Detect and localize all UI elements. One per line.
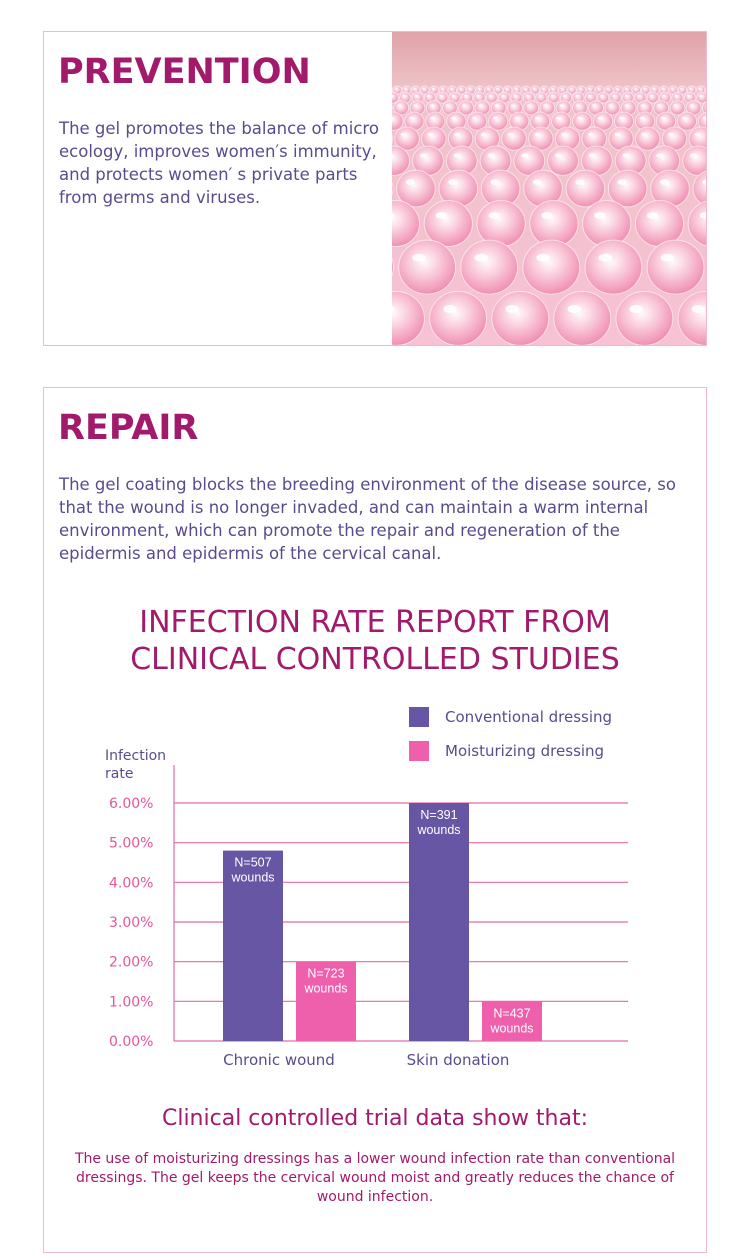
bar-data-label: wounds (230, 871, 274, 885)
repair-heading: REPAIR (58, 408, 199, 448)
y-axis-label-line-2: rate (105, 766, 133, 782)
summary-heading: Clinical controlled trial data show that… (161, 1106, 589, 1131)
repair-panel: REPAIR The gel coating blocks the breedi… (43, 387, 707, 1253)
bar-moisturizing-chronic-wound (296, 961, 356, 1041)
prevention-heading: PREVENTION (58, 52, 311, 92)
bar-conventional-chronic-wound (223, 850, 283, 1041)
summary-text: The use of moisturizing dressings has a … (74, 1151, 676, 1205)
chart-title-line-2: CLINICAL CONTROLLED STUDIES (130, 642, 620, 677)
bar-data-label: wounds (416, 823, 460, 837)
gel-bubbles-image (392, 32, 706, 345)
x-category-label: Skin donation (407, 1051, 510, 1069)
bar-data-label: N=391 (420, 808, 457, 822)
bar-data-label: N=507 (234, 856, 271, 870)
y-tick-label: 1.00% (109, 994, 153, 1010)
y-tick-label: 4.00% (109, 875, 153, 891)
x-category-label: Chronic wound (223, 1051, 335, 1069)
y-tick-label: 3.00% (109, 915, 153, 931)
y-tick-label: 2.00% (109, 955, 153, 971)
legend-label: Conventional dressing (445, 708, 612, 726)
legend-swatch (409, 707, 429, 727)
bar-data-label: N=723 (307, 967, 344, 981)
y-tick-label: 0.00% (109, 1034, 153, 1050)
bar-data-label: N=437 (493, 1006, 530, 1020)
legend-label: Moisturizing dressing (445, 742, 604, 760)
infection-rate-chart: Infection rate 0.00% 1.00% 2.00% 3.00% 4.00% 5.… (105, 707, 628, 1069)
bar-conventional-skin-donation (409, 803, 469, 1041)
prevention-panel: PREVENTION The gel promotes the balance … (43, 31, 707, 346)
y-tick-label: 6.00% (109, 796, 153, 812)
prevention-text: The gel promotes the balance of micro ec… (59, 119, 379, 207)
repair-text: The gel coating blocks the breeding envi… (59, 475, 676, 563)
chart-title: INFECTION RATE REPORT FROM CLINICAL CONT… (44, 604, 706, 678)
y-tick-label: 5.00% (109, 836, 153, 852)
y-axis-label-line-1: Infection (105, 748, 166, 764)
chart-title-line-1: INFECTION RATE REPORT FROM (139, 605, 611, 640)
bar-data-label: wounds (303, 982, 347, 996)
legend-swatch (409, 741, 429, 761)
bar-moisturizing-skin-donation (482, 1001, 542, 1041)
bar-data-label: wounds (489, 1021, 533, 1035)
